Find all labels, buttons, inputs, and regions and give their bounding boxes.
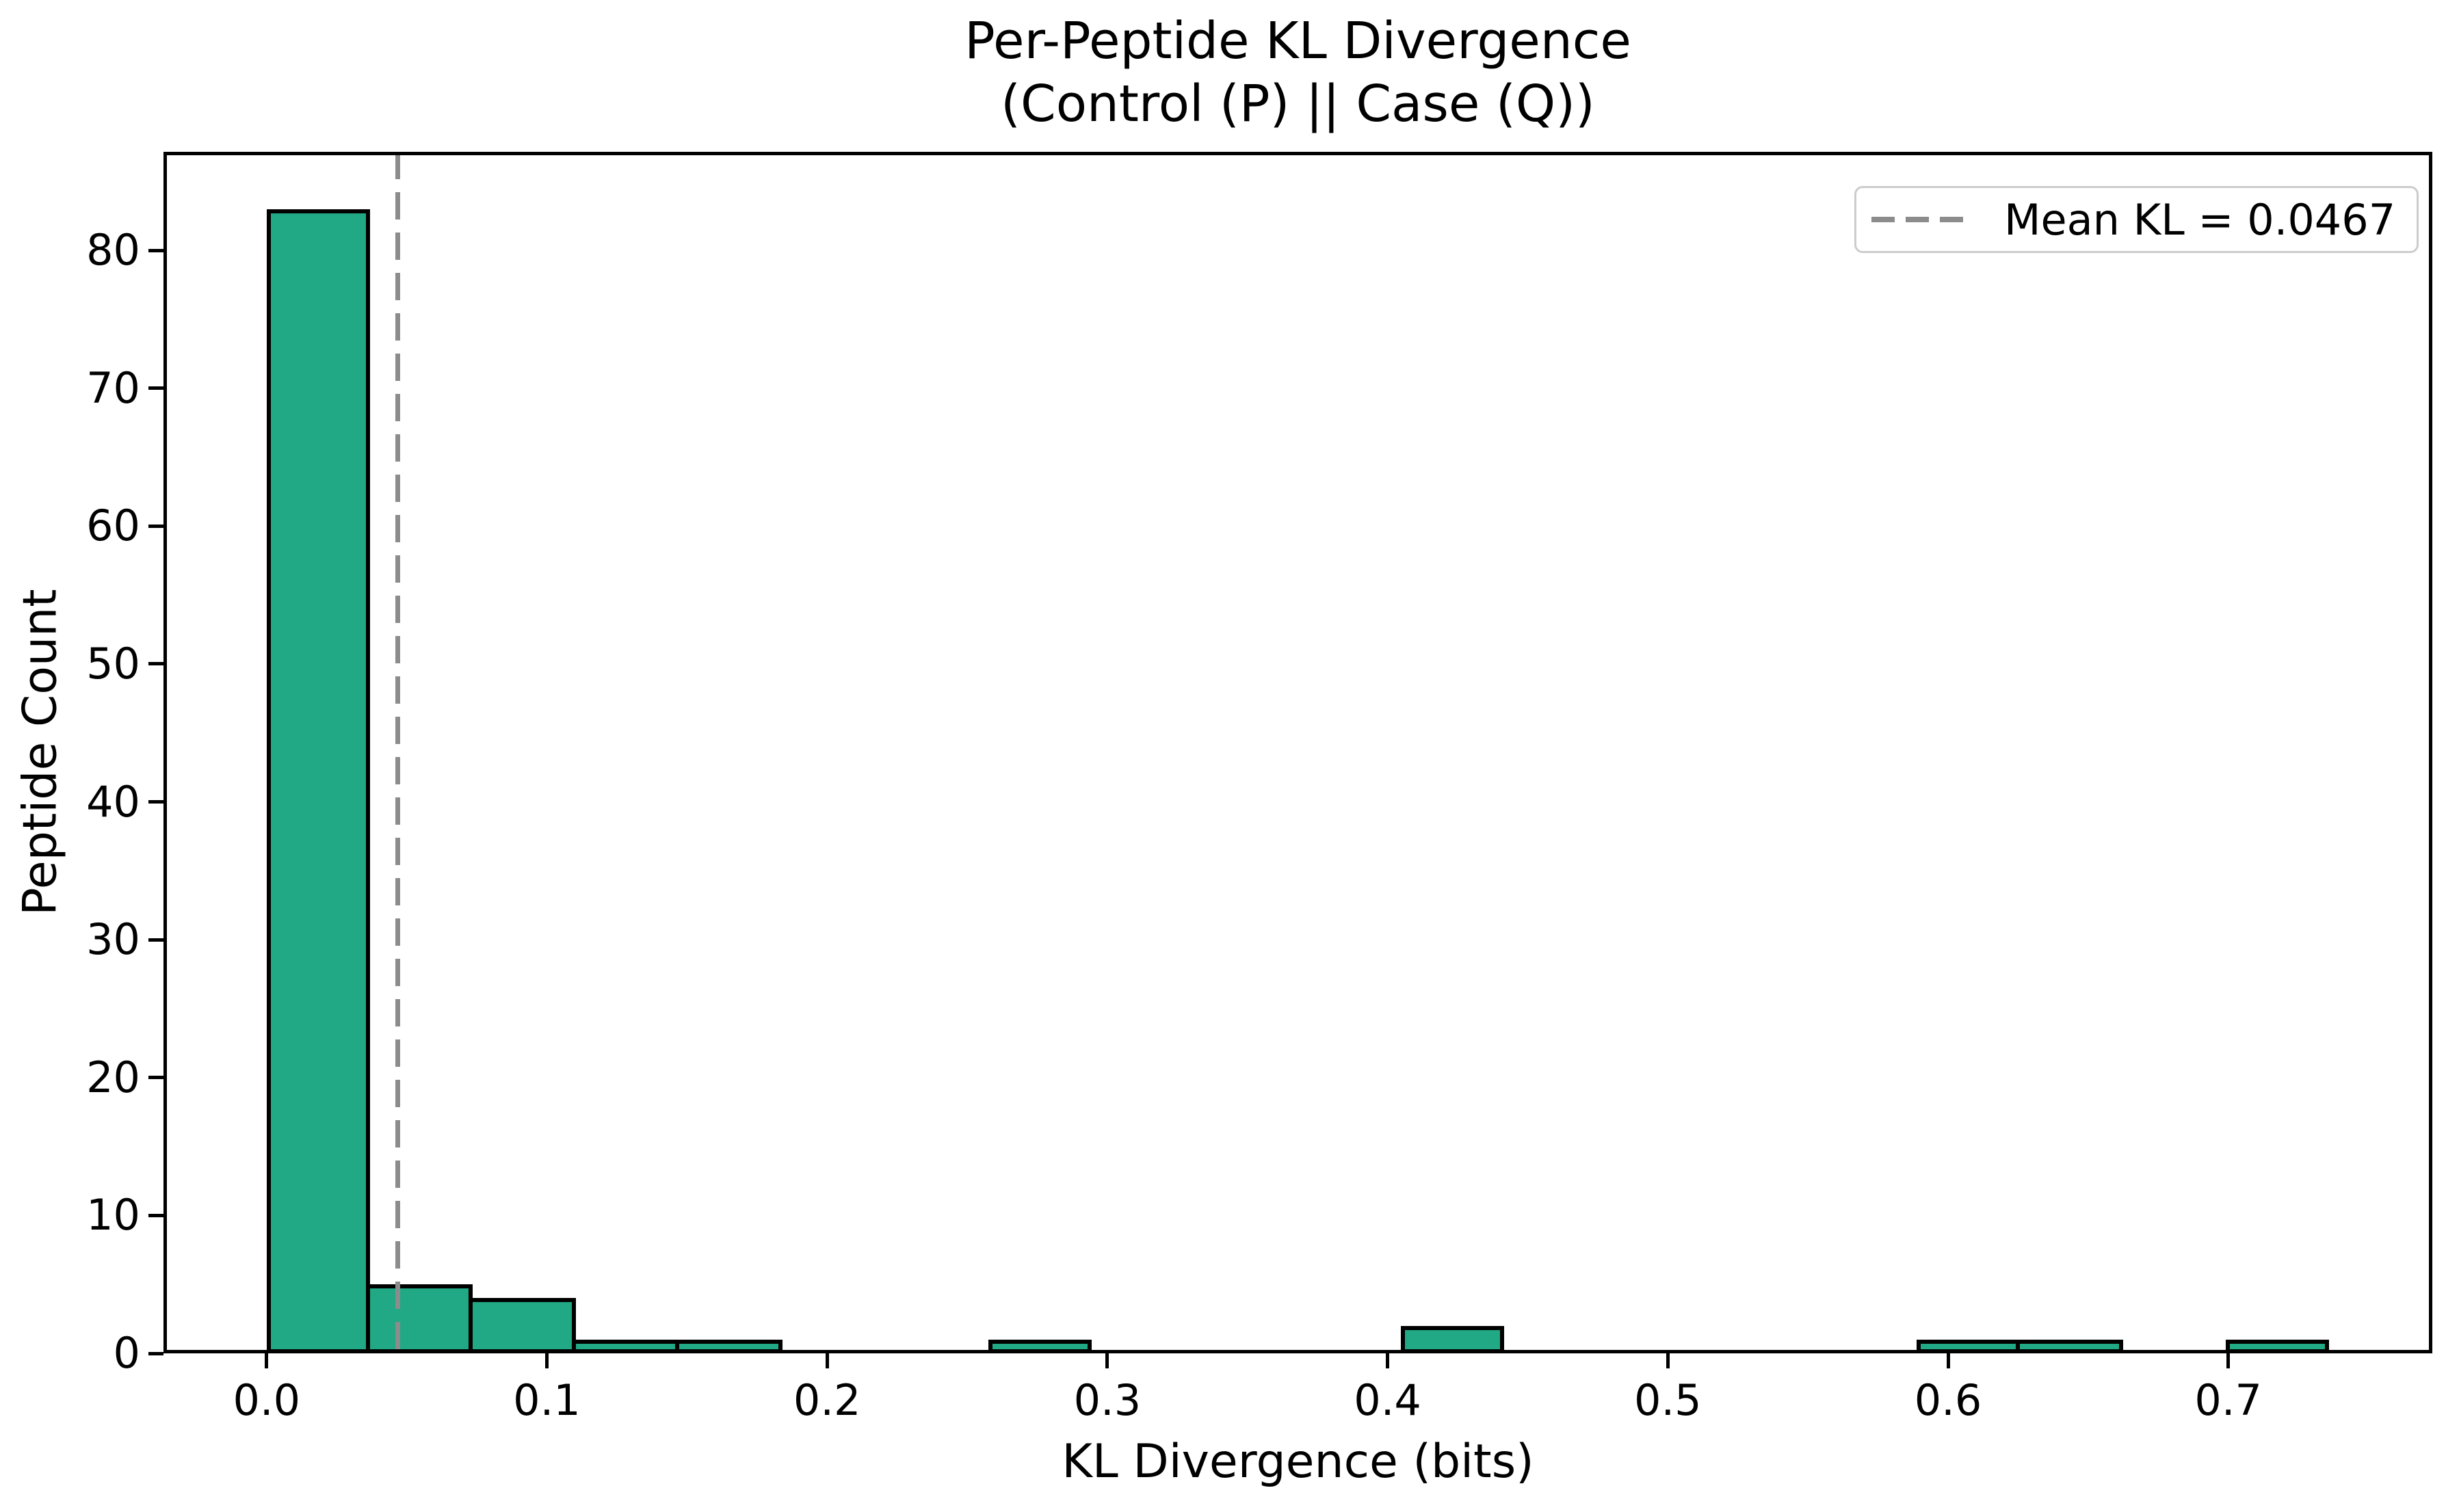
- x-tick-label: 0.1: [513, 1375, 581, 1425]
- dashed-line-icon: [1871, 217, 1966, 222]
- histogram-bar: [2226, 1339, 2330, 1353]
- histogram-bar: [1917, 1339, 2020, 1353]
- x-tick-mark: [1946, 1353, 1950, 1368]
- y-tick-mark: [148, 248, 163, 252]
- x-tick-label: 0.5: [1634, 1375, 1702, 1425]
- y-tick-mark: [148, 1213, 163, 1217]
- histogram-bar: [674, 1339, 783, 1353]
- y-tick-mark: [148, 1076, 163, 1080]
- y-tick-label: 80: [86, 225, 140, 276]
- y-tick-mark: [148, 938, 163, 942]
- y-tick-label: 70: [86, 362, 140, 413]
- x-tick-mark: [265, 1353, 269, 1368]
- histogram-bar: [365, 1284, 473, 1353]
- x-axis-label: KL Divergence (bits): [1062, 1435, 1534, 1489]
- histogram-bar: [572, 1339, 679, 1353]
- x-tick-label: 0.7: [2194, 1375, 2263, 1425]
- y-tick-label: 50: [86, 638, 140, 689]
- y-tick-mark: [148, 800, 163, 804]
- x-tick-label: 0.2: [793, 1375, 861, 1425]
- x-tick-label: 0.4: [1354, 1375, 1421, 1425]
- histogram-bar: [266, 209, 370, 1353]
- bars-layer: [163, 152, 2432, 1353]
- x-tick-label: 0.3: [1073, 1375, 1142, 1425]
- y-tick-mark: [148, 1351, 163, 1355]
- mean-line: [395, 152, 400, 1353]
- legend: Mean KL = 0.0467: [1854, 186, 2419, 253]
- y-tick-label: 30: [86, 914, 140, 965]
- y-tick-mark: [148, 386, 163, 390]
- x-tick-label: 0.0: [233, 1375, 301, 1425]
- y-tick-label: 60: [86, 501, 140, 551]
- y-tick-mark: [148, 524, 163, 528]
- histogram-bar: [469, 1298, 577, 1353]
- x-tick-mark: [1386, 1353, 1390, 1368]
- x-tick-mark: [544, 1353, 549, 1368]
- y-tick-label: 0: [113, 1328, 140, 1378]
- chart-title-line1: Per-Peptide KL Divergence: [964, 12, 1631, 70]
- legend-label: Mean KL = 0.0467: [2004, 194, 2396, 245]
- y-tick-label: 10: [86, 1190, 140, 1241]
- y-tick-mark: [148, 662, 163, 666]
- y-tick-label: 40: [86, 776, 140, 827]
- x-tick-label: 0.6: [1914, 1375, 1982, 1425]
- chart-title-line2: (Control (P) || Case (Q)): [1001, 75, 1595, 133]
- x-tick-mark: [2226, 1353, 2231, 1368]
- x-tick-mark: [825, 1353, 829, 1368]
- histogram-bar: [2015, 1339, 2123, 1353]
- chart-title: Per-Peptide KL Divergence (Control (P) |…: [163, 10, 2432, 135]
- histogram-bar: [988, 1339, 1092, 1353]
- plot-area: [163, 152, 2432, 1353]
- y-axis-label: Peptide Count: [13, 589, 68, 916]
- x-tick-mark: [1105, 1353, 1109, 1368]
- y-tick-label: 20: [86, 1052, 140, 1102]
- x-tick-mark: [1666, 1353, 1670, 1368]
- histogram-bar: [1401, 1325, 1505, 1353]
